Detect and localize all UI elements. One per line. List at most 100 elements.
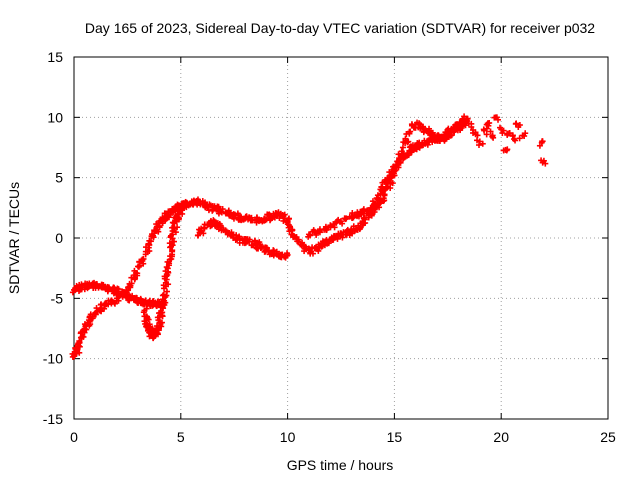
x-tick-label: 0 <box>70 429 78 445</box>
data-point-fill <box>496 124 503 131</box>
data-point <box>177 207 184 214</box>
data-point-fill <box>201 221 208 228</box>
data-point-fill <box>319 238 326 245</box>
data-point-fill <box>384 175 391 182</box>
data-point-fill <box>405 138 412 145</box>
data-point-fill <box>246 236 253 243</box>
data-point-fill <box>475 142 482 149</box>
data-point-fill <box>160 305 167 312</box>
data-point-fill <box>337 218 344 225</box>
data-point-fill <box>301 248 308 255</box>
data-point-fill <box>516 135 523 142</box>
data-point-fill <box>504 130 511 137</box>
data-point-fill <box>490 134 497 141</box>
data-point-fill <box>407 128 414 135</box>
data-point-fill <box>140 255 147 262</box>
data-point-fill <box>381 191 388 198</box>
data-point-fill <box>448 132 455 139</box>
data-point-fill <box>375 200 382 207</box>
data-point-fill <box>468 120 475 127</box>
data-point-fill <box>253 214 260 221</box>
y-tick-label: 0 <box>55 230 63 246</box>
data-point-fill <box>307 232 314 239</box>
data-point-fill <box>500 127 507 134</box>
data-point-fill <box>290 232 297 239</box>
x-tick-label: 10 <box>280 429 296 445</box>
y-tick-label: 5 <box>55 170 63 186</box>
data-point-fill <box>143 305 150 312</box>
data-point-fill <box>473 137 480 144</box>
data-point-fill <box>113 297 120 304</box>
data-points <box>69 113 549 360</box>
data-point-fill <box>270 252 277 259</box>
data-point-fill <box>503 147 510 154</box>
data-point-fill <box>516 122 523 129</box>
data-point-fill <box>126 297 133 304</box>
data-point-fill <box>360 206 367 213</box>
data-point-fill <box>398 148 405 155</box>
data-point-fill <box>330 221 337 228</box>
data-point-fill <box>542 160 549 167</box>
data-point-fill <box>89 313 96 320</box>
axis-ticks: 0 5 10 15 20 25 -15 -10 -5 0 5 10 15 <box>43 49 616 445</box>
data-point-fill <box>509 132 516 139</box>
data-point-fill <box>167 232 174 239</box>
data-point <box>284 251 291 258</box>
x-tick-label: 5 <box>177 429 185 445</box>
data-point-fill <box>390 172 397 179</box>
data-point-fill <box>340 229 347 236</box>
data-point-fill <box>165 281 172 288</box>
data-point-fill <box>480 126 487 133</box>
data-point-fill <box>157 309 164 316</box>
x-tick-label: 20 <box>493 429 509 445</box>
data-point-fill <box>521 133 528 140</box>
x-axis-label: GPS time / hours <box>287 457 394 473</box>
data-point-fill <box>73 345 80 352</box>
data-point-fill <box>163 288 170 295</box>
y-tick-label: 10 <box>47 109 63 125</box>
data-point-fill <box>208 222 215 229</box>
data-point-fill <box>512 120 519 127</box>
data-point-fill <box>483 131 490 138</box>
data-point-fill <box>158 319 165 326</box>
data-point-fill <box>536 142 543 149</box>
data-point-fill <box>135 263 142 270</box>
data-point-fill <box>169 248 176 255</box>
data-point-fill <box>307 249 314 256</box>
data-point-fill <box>134 270 141 277</box>
data-point-fill <box>329 236 336 243</box>
data-point-fill <box>402 135 409 142</box>
data-point-fill <box>512 137 519 144</box>
data-point-fill <box>80 333 87 340</box>
data-point-fill <box>492 114 499 121</box>
data-point-fill <box>163 273 170 280</box>
y-axis-label: SDTVAR / TECUs <box>6 182 22 294</box>
data-point <box>399 144 406 151</box>
data-point-fill <box>128 280 135 287</box>
data-point-fill <box>359 221 366 228</box>
data-point-fill <box>92 309 99 316</box>
data-point-fill <box>236 239 243 246</box>
data-point-fill <box>462 119 469 126</box>
data-point-fill <box>479 140 486 147</box>
data-point-fill <box>248 242 255 249</box>
data-point-fill <box>487 128 494 135</box>
data-point-fill <box>343 215 350 222</box>
data-point-fill <box>294 238 301 245</box>
data-point-fill <box>388 179 395 186</box>
y-tick-label: -10 <box>43 351 63 367</box>
data-point-fill <box>197 227 204 234</box>
data-point-fill <box>331 224 338 231</box>
data-point-fill <box>539 138 546 145</box>
data-point-fill <box>261 215 268 222</box>
data-point-fill <box>159 292 166 299</box>
data-point-fill <box>170 238 177 245</box>
x-tick-label: 25 <box>600 429 616 445</box>
data-point-fill <box>428 129 435 136</box>
data-point-fill <box>326 237 333 244</box>
chart-title: Day 165 of 2023, Sidereal Day-to-day VTE… <box>85 20 595 36</box>
data-point-fill <box>78 281 85 288</box>
data-point-fill <box>472 129 479 136</box>
data-point-fill <box>489 133 496 140</box>
